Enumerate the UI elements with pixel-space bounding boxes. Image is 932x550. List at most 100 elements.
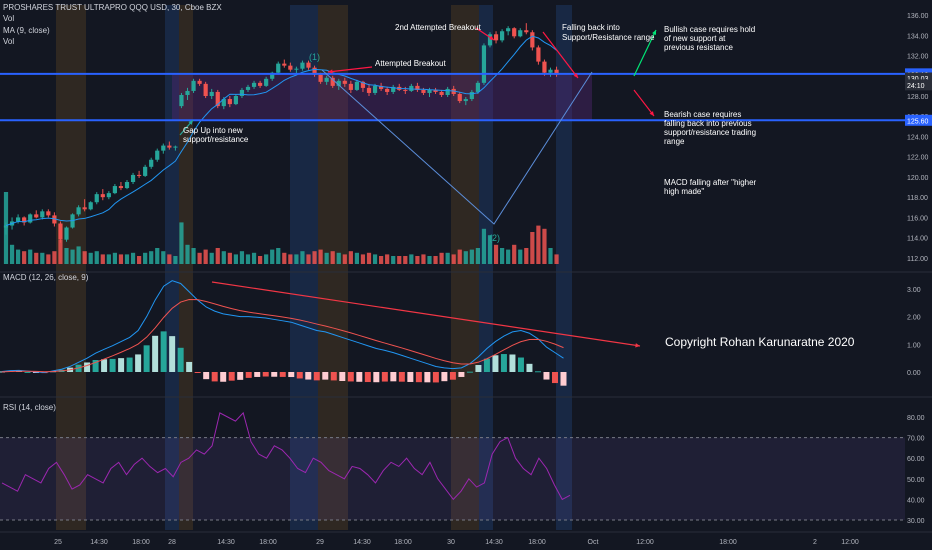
- candle-body: [506, 28, 511, 32]
- macd-histogram-bar: [500, 354, 507, 372]
- volume-bar: [500, 248, 505, 264]
- volume-bar: [46, 254, 51, 264]
- session-band-2: [179, 5, 193, 530]
- volume-bar: [70, 249, 75, 264]
- time-tick-label: 2: [813, 539, 817, 546]
- macd-histogram-bar: [509, 354, 516, 372]
- macd-histogram-bar: [152, 335, 159, 372]
- macd-histogram-bar: [339, 372, 346, 382]
- volume-bar: [76, 246, 81, 264]
- macd-histogram-bar: [475, 365, 482, 372]
- overlays: [0, 27, 905, 348]
- axes: 136.00134.00132.00130.00128.00126.00124.…: [54, 13, 932, 546]
- candle-body: [312, 67, 317, 75]
- macd-tick-label: 1.00: [907, 342, 921, 349]
- session-band-3: [290, 5, 318, 530]
- candle-body: [493, 34, 499, 41]
- volume-bar: [197, 252, 202, 264]
- candle-body: [203, 83, 208, 96]
- volume-bar: [100, 254, 105, 264]
- candle-body: [137, 174, 142, 176]
- candle-body: [227, 99, 232, 105]
- candle-body: [124, 182, 130, 189]
- macd-tick-label: 3.00: [907, 287, 921, 294]
- macd-histogram-bar: [330, 372, 337, 381]
- volume-bar: [251, 252, 257, 264]
- volume-bar: [294, 254, 299, 264]
- macd-histogram-bar: [424, 372, 431, 383]
- gap-up-annotation-line1: Gap Up into new: [183, 126, 243, 135]
- wave-2-label: (2): [489, 233, 500, 243]
- candle-body: [264, 78, 269, 86]
- volume-bar: [518, 249, 523, 264]
- candle-body: [542, 61, 547, 73]
- rsi-tick-label: 80.00: [907, 415, 925, 422]
- attempted-breakout-arrow-head: [328, 69, 333, 74]
- macd-histogram-bar: [288, 372, 295, 378]
- volume-bar: [185, 244, 190, 264]
- candle-body: [22, 217, 27, 223]
- macd-histogram-bar: [186, 361, 193, 372]
- volume-bar: [542, 228, 547, 264]
- candle-body: [330, 77, 335, 86]
- macd-histogram-bar: [441, 372, 448, 382]
- price-tick-label: 136.00: [907, 13, 929, 20]
- macd-histogram-bar: [262, 372, 269, 377]
- candle-body: [251, 82, 257, 87]
- volume-bar: [427, 256, 432, 264]
- candle-body: [88, 202, 93, 210]
- candle-body: [445, 88, 450, 95]
- volume-bar: [52, 251, 57, 264]
- volume-bar: [312, 251, 317, 264]
- volume-bar: [318, 249, 323, 264]
- bullish-arrow-head: [652, 30, 657, 35]
- candle-body: [215, 91, 220, 107]
- candle-body: [385, 88, 390, 92]
- macd-histogram-bar: [92, 359, 99, 372]
- volume-bar: [385, 254, 390, 264]
- candle-body: [536, 47, 541, 62]
- candle-body: [270, 72, 275, 79]
- price-tag-lower: 125.60: [907, 118, 929, 125]
- volume-bar: [445, 252, 450, 264]
- candle-body: [16, 217, 21, 222]
- macd-histogram-bar: [398, 372, 405, 382]
- candle-body: [518, 30, 523, 37]
- macd-histogram-bar: [551, 372, 558, 384]
- volume-bar: [82, 251, 87, 264]
- falling-back-arrow-head: [573, 73, 578, 78]
- bullish-annotation-line2: of new support at: [664, 34, 726, 43]
- falling-back-arrow: [542, 31, 579, 79]
- rsi-tick-label: 70.00: [907, 436, 925, 443]
- volume-bar: [143, 252, 148, 264]
- candle-body: [336, 80, 341, 86]
- volume-bar: [288, 254, 293, 264]
- macd-histogram-bar: [381, 372, 388, 382]
- volume-bar: [118, 254, 124, 264]
- time-tick-label: 14:30: [353, 539, 371, 546]
- time-tick-label: 29: [316, 539, 324, 546]
- macd-histogram-bar: [101, 359, 108, 372]
- candle-body: [221, 99, 226, 107]
- gap-up-annotation-line2: support/resistance: [183, 135, 249, 144]
- macd-annotation-line1: MACD falling after "higher: [664, 178, 757, 187]
- macd-histogram-bar: [517, 357, 524, 372]
- macd-histogram-bar: [245, 372, 252, 378]
- volume-bar: [336, 252, 341, 264]
- candle-body: [288, 65, 293, 70]
- candle-body: [306, 62, 311, 68]
- candle-body: [379, 85, 384, 89]
- volume-bar: [137, 256, 142, 264]
- volume-bar: [64, 248, 69, 264]
- macd-histogram-bar: [458, 372, 465, 377]
- price-tick-label: 120.00: [907, 175, 929, 182]
- candle-body: [524, 30, 529, 33]
- macd-tick-label: 2.00: [907, 315, 921, 322]
- candle-body: [276, 63, 281, 73]
- macd-histogram-bar: [313, 372, 320, 381]
- time-tick-label: 18:00: [259, 539, 277, 546]
- candle-body: [348, 83, 353, 90]
- candle-body: [372, 85, 378, 93]
- macd-histogram-bar: [364, 372, 371, 383]
